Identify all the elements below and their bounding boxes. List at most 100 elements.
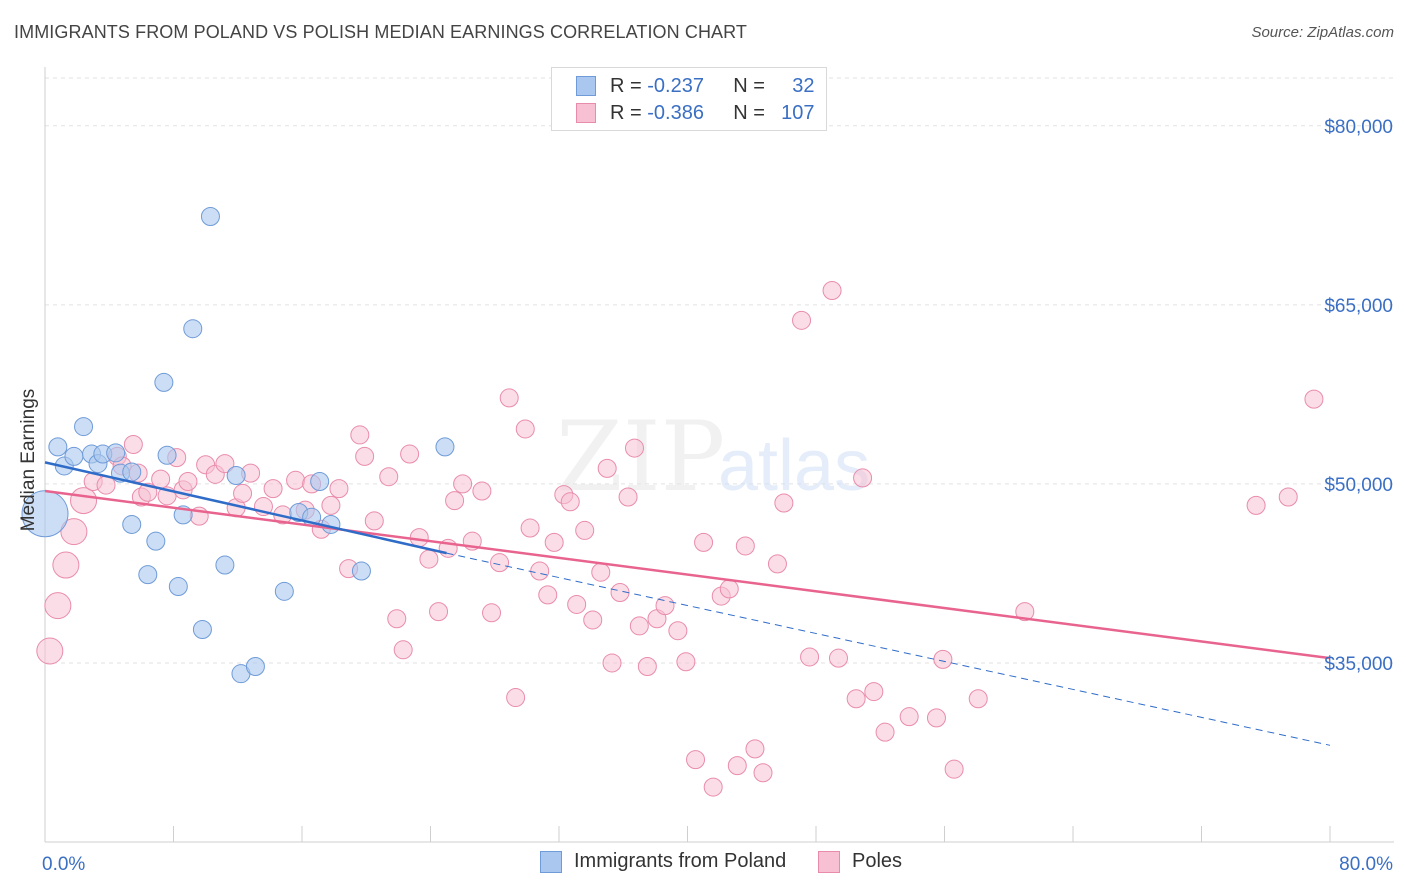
x-tick-label-max: 80.0%	[1339, 854, 1393, 875]
axes	[44, 67, 1394, 843]
data-point-poles	[800, 647, 820, 667]
data-point-poles	[567, 594, 587, 614]
trend-line-immigrants	[44, 461, 447, 555]
data-point-poles	[602, 653, 622, 673]
trend-line-poles	[44, 489, 1331, 660]
data-point-immigrants	[106, 443, 126, 463]
bottom-legend-poles: Poles	[818, 850, 902, 873]
r-value: -0.386	[647, 101, 704, 124]
data-point-poles	[926, 708, 946, 728]
data-point-poles	[846, 689, 866, 709]
data-point-poles	[409, 528, 429, 548]
data-point-poles	[538, 585, 558, 605]
n-value: 107	[781, 101, 815, 124]
data-point-poles	[624, 438, 644, 458]
bottom-legend-immigrants: Immigrants from Poland	[540, 850, 786, 873]
data-point-poles	[321, 495, 341, 515]
x-tick-label-min: 0.0%	[42, 854, 85, 875]
data-point-poles	[151, 469, 171, 489]
data-point-poles	[70, 487, 98, 515]
series-immigrants-from-poland	[21, 206, 455, 684]
data-point-poles	[822, 280, 842, 300]
legend-row-poles: R = -0.386 N = 107	[576, 100, 815, 126]
data-point-immigrants	[192, 620, 212, 640]
chart-title: IMMIGRANTS FROM POLAND VS POLISH MEDIAN …	[14, 22, 748, 42]
data-point-poles	[350, 425, 370, 445]
data-point-poles	[703, 777, 723, 797]
data-point-immigrants	[122, 462, 142, 482]
data-point-poles	[1246, 495, 1266, 515]
data-point-immigrants	[200, 206, 220, 226]
data-point-poles	[445, 491, 465, 511]
correlation-legend: R = -0.237 N = 32 R = -0.386 N = 107	[551, 67, 827, 131]
data-point-poles	[668, 621, 688, 641]
y-tick-label: $65,000	[1324, 296, 1393, 317]
data-point-poles	[329, 479, 349, 499]
data-point-poles	[490, 553, 510, 573]
data-point-immigrants	[435, 437, 455, 457]
data-point-immigrants	[122, 514, 142, 534]
y-tick-label: $80,000	[1324, 117, 1393, 138]
data-point-poles	[499, 388, 519, 408]
data-point-poles	[591, 562, 611, 582]
data-point-poles	[719, 579, 739, 599]
legend-swatch-pink	[576, 103, 596, 123]
axis-labels: $35,000 $50,000 $65,000 $80,000 0.0% 80.0% Med…	[18, 117, 1393, 875]
data-point-poles	[215, 454, 235, 474]
data-point-poles	[1278, 487, 1298, 507]
data-point-poles	[560, 492, 580, 512]
y-tick-label: $50,000	[1324, 475, 1393, 496]
data-point-poles	[263, 479, 283, 499]
data-point-poles	[520, 518, 540, 538]
data-point-immigrants	[157, 445, 177, 465]
data-point-poles	[60, 518, 88, 546]
data-point-poles	[774, 493, 794, 513]
r-value: -0.237	[647, 74, 704, 97]
data-point-poles	[875, 722, 895, 742]
data-point-poles	[482, 603, 502, 623]
data-point-immigrants	[48, 437, 68, 457]
watermark-atlas: atlas	[718, 426, 870, 506]
data-point-poles	[515, 419, 535, 439]
legend-row-immigrants: R = -0.237 N = 32	[576, 73, 815, 99]
n-label: N =	[733, 74, 765, 97]
data-point-immigrants	[351, 561, 371, 581]
data-point-immigrants	[138, 565, 158, 585]
data-point-poles	[387, 609, 407, 629]
watermark-zip: ZIP	[556, 401, 725, 513]
data-point-immigrants	[74, 417, 94, 437]
data-point-poles	[727, 756, 747, 776]
grid-lines	[45, 77, 1394, 664]
y-tick-label: $35,000	[1324, 654, 1393, 675]
y-axis-label: Median Earnings	[18, 389, 39, 532]
r-label: R =	[610, 74, 642, 97]
data-point-immigrants	[215, 555, 235, 575]
source-credit: Source: ZipAtlas.com	[1251, 24, 1394, 41]
data-point-poles	[286, 470, 306, 490]
data-point-poles	[379, 467, 399, 487]
data-point-immigrants	[21, 490, 69, 538]
data-point-poles	[530, 561, 550, 581]
data-point-poles	[355, 446, 375, 466]
data-point-poles	[472, 481, 492, 501]
data-point-immigrants	[64, 446, 84, 466]
data-point-poles	[419, 549, 439, 569]
data-point-poles	[429, 602, 449, 622]
data-point-poles	[899, 707, 919, 727]
data-point-poles	[1304, 389, 1324, 409]
data-point-poles	[1015, 602, 1035, 622]
data-point-poles	[506, 688, 526, 708]
data-point-poles	[123, 434, 143, 454]
data-point-poles	[52, 551, 80, 579]
watermark: ZIP atlas	[556, 401, 870, 513]
data-point-poles	[792, 310, 812, 330]
data-point-poles	[944, 759, 964, 779]
data-point-poles	[364, 511, 384, 531]
data-point-poles	[453, 474, 473, 494]
data-point-immigrants	[226, 466, 246, 486]
legend-swatch-blue	[576, 76, 596, 96]
data-point-poles	[767, 554, 787, 574]
data-point-immigrants	[168, 577, 188, 597]
n-label: N =	[733, 101, 765, 124]
